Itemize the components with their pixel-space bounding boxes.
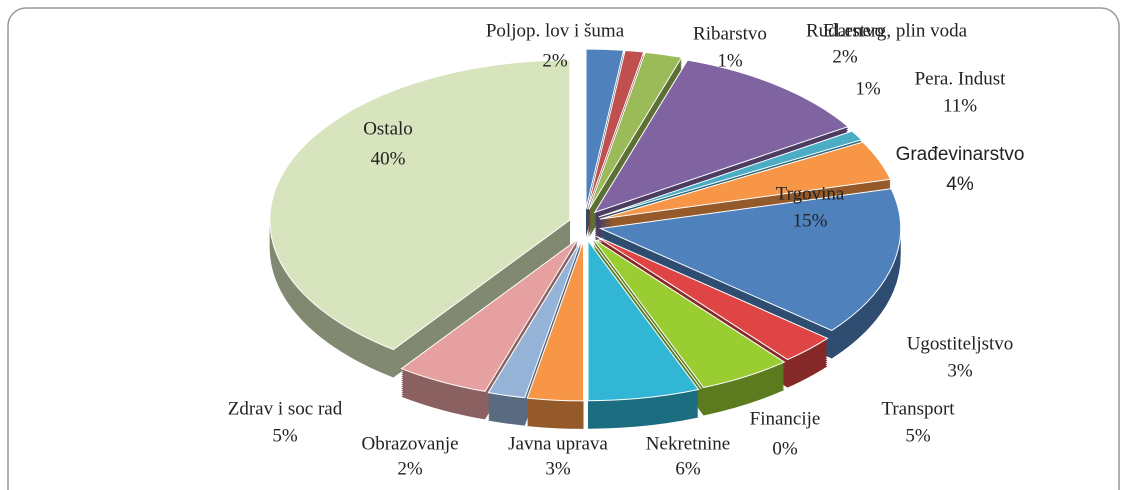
slice <box>588 51 683 210</box>
slice-label: Građevinarstvo <box>896 144 1025 165</box>
slice-label: Poljop. lov i šuma <box>486 20 625 41</box>
slice-label: Pera. Indust <box>915 68 1006 89</box>
slice-value-label: 15% <box>793 210 828 231</box>
slice-value-label: 1% <box>855 78 881 99</box>
slice-label: Ribarstvo <box>693 23 767 44</box>
slice-label: Nekretnine <box>646 433 730 454</box>
slice <box>400 238 579 392</box>
slice-value-label: 11% <box>943 95 977 116</box>
slice <box>598 188 902 332</box>
slice-label: Ostalo <box>363 118 413 139</box>
slice <box>596 235 829 361</box>
slice-value-label: 2% <box>397 458 423 479</box>
slice-label: Obrazovanje <box>361 433 458 454</box>
slice <box>593 59 850 214</box>
slice-label: Trgovina <box>776 183 845 204</box>
slice-value-label: 5% <box>272 425 298 446</box>
slice-value-label: 40% <box>371 148 406 169</box>
slice-value-label: 1% <box>717 50 743 71</box>
slice <box>269 59 571 351</box>
slice <box>585 48 625 210</box>
slice <box>587 49 645 210</box>
slice-label: Financije <box>750 408 821 429</box>
slice-label: Transport <box>881 398 955 419</box>
labels: Poljop. lov i šuma 2% Ribarstvo 1% Rudarstvo… <box>228 20 1025 479</box>
slice-value-label: 2% <box>832 46 858 67</box>
slice-label: Rudarstvo <box>806 20 884 41</box>
slice-label: Ugostiteljstvo <box>907 333 1014 354</box>
slice-value-label: 2% <box>542 50 568 71</box>
pie <box>269 48 902 429</box>
slice <box>599 141 892 220</box>
slice-label: Javna uprava <box>508 433 608 454</box>
slice <box>587 239 700 402</box>
slice <box>487 240 582 399</box>
slice-value-label: 5% <box>905 425 931 446</box>
slice-value-label: 4% <box>946 174 974 195</box>
slice-value-label: 0% <box>772 438 798 459</box>
slice-value-label: 6% <box>675 458 701 479</box>
slice-value-label: 3% <box>947 360 973 381</box>
slice <box>592 238 786 389</box>
slice-label: El.energ, plin voda <box>823 20 968 41</box>
slice-value-label: 3% <box>545 458 571 479</box>
slice <box>526 240 584 402</box>
slice-label: Zdrav i soc rad <box>228 398 343 419</box>
slice <box>598 130 863 218</box>
